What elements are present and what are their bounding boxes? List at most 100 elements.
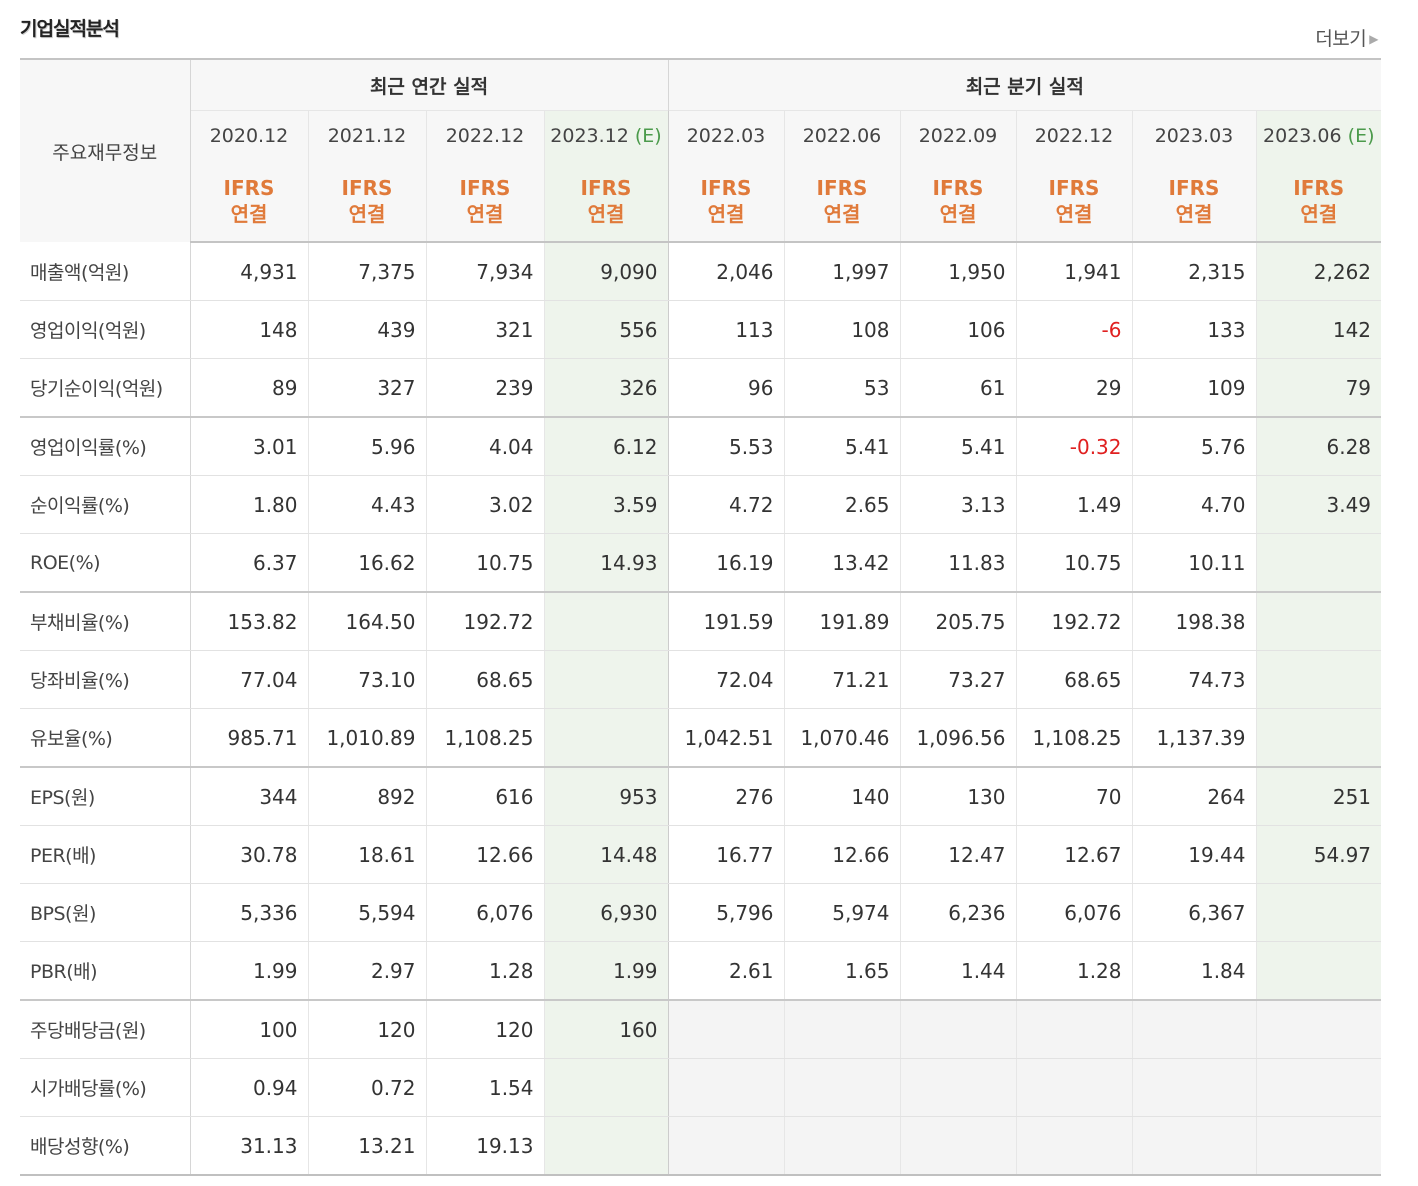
table-row: PBR(배) 1.99 2.97 1.28 1.99 2.61 1.65 1.44 1.28 1.… xyxy=(20,941,1382,1001)
table-cell: 68.65 xyxy=(1015,650,1132,709)
period-header: 2022.12 xyxy=(1015,110,1132,161)
table-cell: 1,950 xyxy=(899,242,1016,301)
row-label: PBR(배) xyxy=(20,941,191,1001)
table-cell: 1.28 xyxy=(425,941,544,1001)
table-cell: 192.72 xyxy=(425,592,544,651)
table-cell: 89 xyxy=(189,358,308,418)
table-cell: 73.27 xyxy=(899,650,1016,709)
table-cell xyxy=(1255,650,1382,709)
table-cell: 9,090 xyxy=(543,242,669,301)
table-cell: 2.61 xyxy=(667,941,784,1001)
table-cell: 72.04 xyxy=(667,650,784,709)
row-label: 배당성향(%) xyxy=(20,1116,191,1176)
row-label: 순이익률(%) xyxy=(20,475,191,534)
table-cell: 205.75 xyxy=(899,592,1016,651)
table-cell: 160 xyxy=(543,1000,669,1059)
table-cell: 985.71 xyxy=(189,708,308,768)
basis-ifrs: IFRS xyxy=(1293,176,1345,200)
table-cell: 12.67 xyxy=(1015,825,1132,884)
table-cell: 6,076 xyxy=(425,883,544,942)
table-row: PER(배) 30.78 18.61 12.66 14.48 16.77 12.66 12.4… xyxy=(20,825,1382,884)
table-cell xyxy=(899,1116,1016,1176)
table-cell xyxy=(667,1000,784,1059)
table-cell: 1,997 xyxy=(783,242,900,301)
table-cell: 100 xyxy=(189,1000,308,1059)
table-cell: 439 xyxy=(307,300,426,359)
row-label: 부채비율(%) xyxy=(20,592,191,651)
period-header: 2022.06 xyxy=(783,110,900,161)
table-cell xyxy=(543,650,669,709)
table-cell xyxy=(1255,941,1382,1001)
table-cell: 53 xyxy=(783,358,900,418)
table-cell: 29 xyxy=(1015,358,1132,418)
table-cell xyxy=(1131,1058,1256,1117)
table-cell: 133 xyxy=(1131,300,1256,359)
basis-consolidated: 연결 xyxy=(230,202,268,226)
table-cell: 54.97 xyxy=(1255,825,1382,884)
table-cell: 140 xyxy=(783,767,900,826)
table-cell: 1.65 xyxy=(783,941,900,1001)
table-cell: 11.83 xyxy=(899,533,1016,593)
table-row: 유보율(%) 985.71 1,010.89 1,108.25 1,042.51 1,07… xyxy=(20,708,1382,768)
more-link[interactable]: 더보기 ▶ xyxy=(1315,24,1378,51)
table-cell xyxy=(899,1058,1016,1117)
basis-consolidated: 연결 xyxy=(466,202,504,226)
table-cell: 556 xyxy=(543,300,669,359)
row-label: 유보율(%) xyxy=(20,708,191,768)
table-cell xyxy=(1255,592,1382,651)
basis-consolidated: 연결 xyxy=(707,202,745,226)
table-cell: 251 xyxy=(1255,767,1382,826)
annual-group-header: 최근 연간 실적 xyxy=(190,58,669,111)
table-cell: 5,974 xyxy=(783,883,900,942)
table-cell: 74.73 xyxy=(1131,650,1256,709)
period-header: 2022.03 xyxy=(667,110,784,161)
table-row: EPS(원) 344 892 616 953 276 140 130 70 264 251 xyxy=(20,767,1382,826)
basis-ifrs: IFRS xyxy=(459,176,511,200)
table-cell: 14.93 xyxy=(543,533,669,593)
table-cell: 192.72 xyxy=(1015,592,1132,651)
table-cell: 7,375 xyxy=(307,242,426,301)
financial-table: 주요재무정보 최근 연간 실적 최근 분기 실적 2020.12 2021.12 2… xyxy=(20,58,1382,1176)
basis-label: IFRS 연결 xyxy=(1131,161,1256,243)
more-label: 더보기 xyxy=(1315,28,1367,50)
table-cell: 2,262 xyxy=(1255,242,1382,301)
table-cell: 12.66 xyxy=(425,825,544,884)
period-header: 2023.12 (E) xyxy=(543,110,669,161)
table-cell xyxy=(543,1058,669,1117)
table-cell: 6,367 xyxy=(1131,883,1256,942)
row-label: 영업이익(억원) xyxy=(20,300,191,359)
basis-label: IFRS 연결 xyxy=(425,161,544,243)
table-cell: 1,108.25 xyxy=(1015,708,1132,768)
table-cell: 120 xyxy=(425,1000,544,1059)
basis-ifrs: IFRS xyxy=(816,176,868,200)
table-cell xyxy=(899,1000,1016,1059)
table-cell: 1.28 xyxy=(1015,941,1132,1001)
table-row: 영업이익(억원) 148 439 321 556 113 108 106 -6 133 142 xyxy=(20,300,1382,359)
table-cell xyxy=(783,1116,900,1176)
table-cell: 5,796 xyxy=(667,883,784,942)
table-row: 당좌비율(%) 77.04 73.10 68.65 72.04 71.21 73.27 68.… xyxy=(20,650,1382,709)
table-cell: 1.54 xyxy=(425,1058,544,1117)
table-cell: 3.13 xyxy=(899,475,1016,534)
period-header: 2023.03 xyxy=(1131,110,1256,161)
table-cell: 616 xyxy=(425,767,544,826)
table-cell: 16.62 xyxy=(307,533,426,593)
table-cell xyxy=(1255,883,1382,942)
table-cell xyxy=(1131,1000,1256,1059)
basis-ifrs: IFRS xyxy=(1048,176,1100,200)
table-cell: 31.13 xyxy=(189,1116,308,1176)
table-cell: 113 xyxy=(667,300,784,359)
table-cell: 1.99 xyxy=(189,941,308,1001)
table-cell: 953 xyxy=(543,767,669,826)
table-cell: 68.65 xyxy=(425,650,544,709)
table-cell: 3.49 xyxy=(1255,475,1382,534)
table-cell xyxy=(667,1058,784,1117)
table-cell: 14.48 xyxy=(543,825,669,884)
table-cell: 5.96 xyxy=(307,417,426,476)
table-cell: 2.65 xyxy=(783,475,900,534)
table-cell: 5.41 xyxy=(899,417,1016,476)
table-cell: 70 xyxy=(1015,767,1132,826)
table-cell: 6,236 xyxy=(899,883,1016,942)
table-cell: 73.10 xyxy=(307,650,426,709)
table-cell: 5,594 xyxy=(307,883,426,942)
